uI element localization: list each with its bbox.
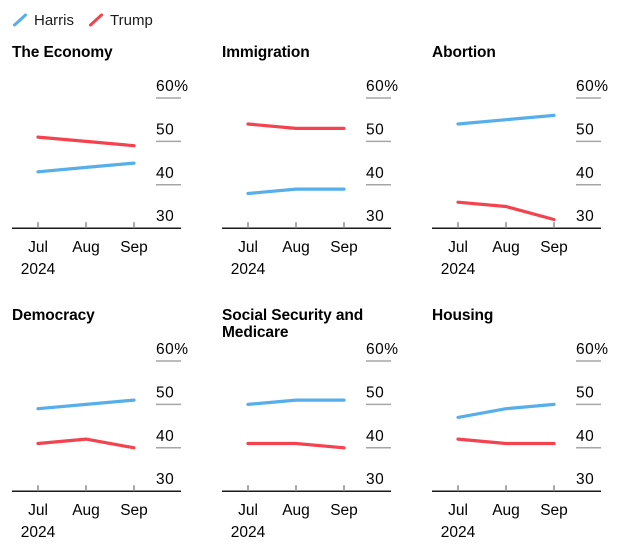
- legend-label-trump: Trump: [110, 11, 153, 29]
- x-axis-label: Aug: [492, 239, 520, 256]
- chart-immigration: Immigration 60% 50 40 30 Jul Aug Sep 2024: [222, 42, 427, 281]
- chart-plot-the-economy: 60% 50 40 30 Jul Aug Sep 2024: [12, 78, 189, 278]
- harris-line: [36, 161, 136, 174]
- x-axis-label: Sep: [120, 502, 148, 519]
- x-axis-year-label: 2024: [231, 524, 266, 541]
- y-axis-label: 40: [366, 165, 384, 182]
- harris-line: [246, 187, 346, 196]
- chart-title: Abortion: [432, 44, 496, 61]
- chart-title: Housing: [432, 307, 494, 324]
- x-axis-label: Jul: [238, 502, 258, 519]
- x-axis-label: Jul: [238, 239, 258, 256]
- chart-title: Social Security and Medicare: [222, 307, 364, 341]
- x-axis-year-label: 2024: [21, 261, 56, 278]
- x-axis-label: Jul: [28, 502, 48, 519]
- chart-plot-abortion: 60% 50 40 30 Jul Aug Sep 2024: [432, 78, 609, 278]
- y-axis-label: 60%: [366, 78, 399, 95]
- x-axis-label: Aug: [72, 239, 100, 256]
- x-axis-year-label: 2024: [441, 524, 476, 541]
- trump-line: [36, 135, 136, 148]
- y-axis-label: 30: [366, 471, 384, 488]
- y-axis-label: 60%: [366, 341, 399, 358]
- chart-abortion: Abortion 60% 50 40 30 Jul Aug Sep 2024: [432, 42, 623, 281]
- y-axis-label: 40: [156, 428, 174, 445]
- y-axis-label: 50: [366, 121, 384, 138]
- chart-title: Immigration: [222, 44, 310, 61]
- x-axis-year-label: 2024: [441, 261, 476, 278]
- chart-social-security-and-medicare: Social Security and Medicare 60% 50 40 30 Ju…: [222, 305, 427, 544]
- y-axis-label: 30: [576, 208, 594, 225]
- chart-democracy: Democracy 60% 50 40 30 Jul Aug Sep 2024: [12, 305, 217, 544]
- x-axis-label: Sep: [120, 239, 148, 256]
- y-axis-label: 60%: [156, 341, 189, 358]
- y-axis-label: 40: [576, 165, 594, 182]
- y-axis-label: 30: [156, 208, 174, 225]
- y-axis-label: 50: [576, 121, 594, 138]
- chart-plot-democracy: 60% 50 40 30 Jul Aug Sep 2024: [12, 341, 189, 541]
- chart-plot-housing: 60% 50 40 30 Jul Aug Sep 2024: [432, 341, 609, 541]
- x-axis-label: Sep: [540, 502, 568, 519]
- y-axis-label: 40: [156, 165, 174, 182]
- harris-slash-icon: [13, 13, 27, 27]
- x-axis-label: Sep: [330, 502, 358, 519]
- harris-line: [456, 113, 556, 126]
- x-axis-label: Aug: [282, 239, 310, 256]
- legend: Harris Trump: [0, 0, 623, 32]
- legend-item-harris: Harris: [12, 12, 74, 29]
- y-axis-label: 50: [576, 384, 594, 401]
- y-axis-label: 30: [576, 471, 594, 488]
- y-axis-label: 40: [576, 428, 594, 445]
- y-axis-label: 50: [156, 384, 174, 401]
- x-axis-label: Jul: [448, 502, 468, 519]
- y-axis-label: 60%: [576, 341, 609, 358]
- harris-line: [456, 402, 556, 420]
- chart-title: Democracy: [12, 307, 95, 324]
- harris-line: [36, 398, 136, 411]
- trump-line: [36, 437, 136, 450]
- x-axis-label: Aug: [492, 502, 520, 519]
- y-axis-label: 60%: [576, 78, 609, 95]
- x-axis-label: Sep: [540, 239, 568, 256]
- chart-plot-social-security-and-medicare: 60% 50 40 30 Jul Aug Sep 2024: [222, 341, 399, 541]
- x-axis-label: Jul: [28, 239, 48, 256]
- harris-line: [246, 398, 346, 407]
- x-axis-label: Jul: [448, 239, 468, 256]
- trump-line: [246, 122, 346, 131]
- x-axis-label: Sep: [330, 239, 358, 256]
- y-axis-label: 40: [366, 428, 384, 445]
- y-axis-label: 50: [156, 121, 174, 138]
- charts-grid: The Economy 60% 50 40 30 Jul Aug Sep 2024 Immig…: [0, 42, 623, 544]
- y-axis-label: 30: [156, 471, 174, 488]
- x-axis-year-label: 2024: [21, 524, 56, 541]
- x-axis-label: Aug: [72, 502, 100, 519]
- x-axis-label: Aug: [282, 502, 310, 519]
- trump-line-swatch-icon: [89, 13, 103, 27]
- chart-plot-immigration: 60% 50 40 30 Jul Aug Sep 2024: [222, 78, 399, 278]
- trump-line: [456, 437, 556, 446]
- y-axis-label: 50: [366, 384, 384, 401]
- legend-label-harris: Harris: [34, 11, 74, 29]
- chart-the-economy: The Economy 60% 50 40 30 Jul Aug Sep 2024: [12, 42, 217, 281]
- legend-item-trump: Trump: [88, 12, 153, 29]
- chart-housing: Housing 60% 50 40 30 Jul Aug Sep 2024: [432, 305, 623, 544]
- x-axis-year-label: 2024: [231, 261, 266, 278]
- chart-title: The Economy: [12, 44, 113, 61]
- trump-line: [246, 441, 346, 450]
- trump-slash-icon: [89, 13, 103, 27]
- harris-line-swatch-icon: [13, 13, 27, 27]
- y-axis-label: 30: [366, 208, 384, 225]
- trump-line: [456, 200, 556, 222]
- y-axis-label: 60%: [156, 78, 189, 95]
